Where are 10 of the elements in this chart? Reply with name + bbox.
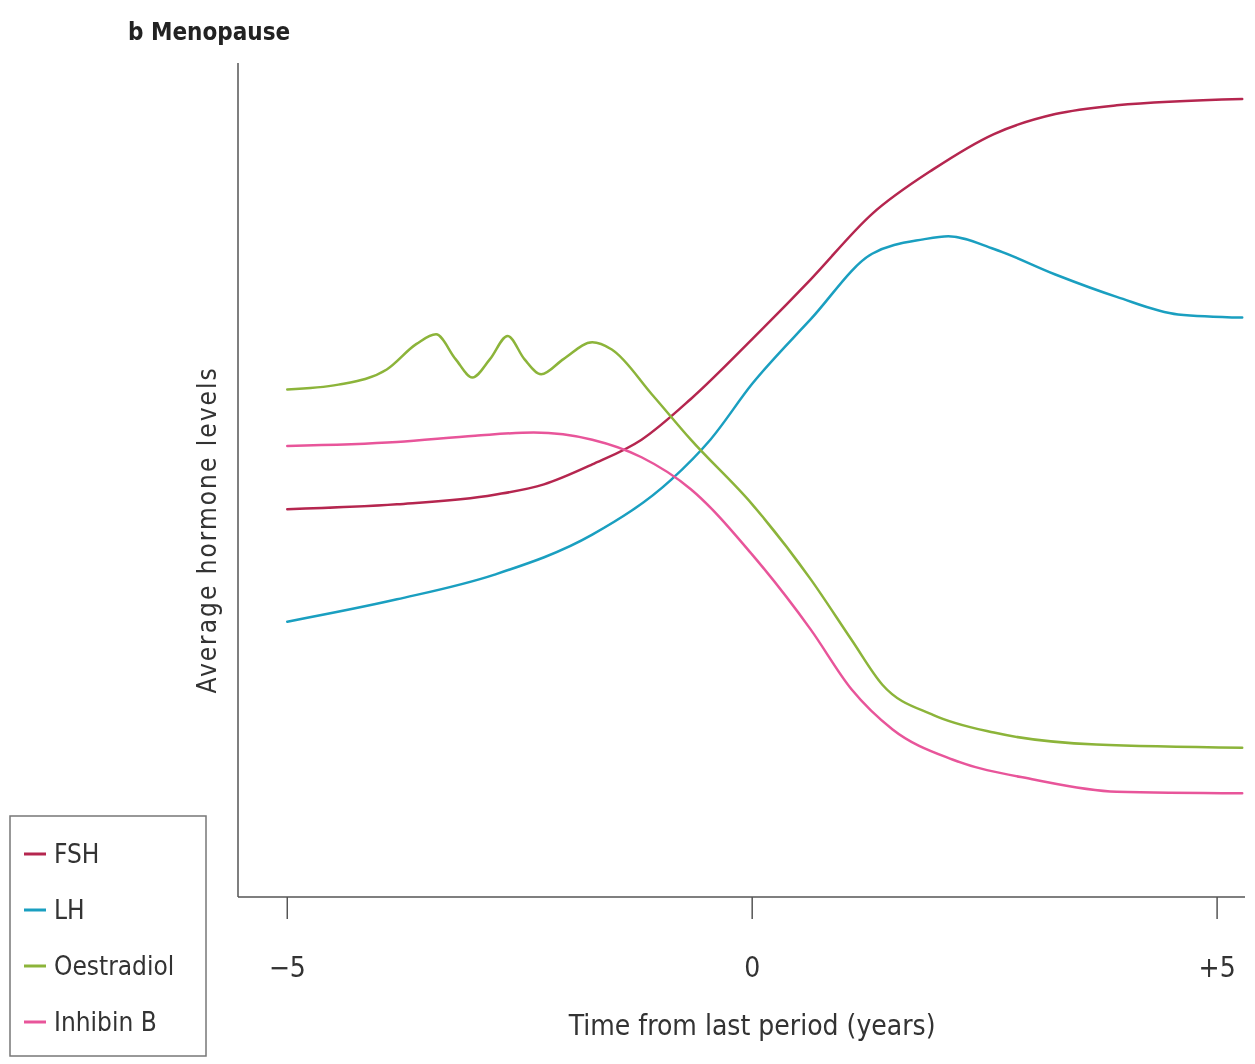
y-axis-title: Average hormone levels bbox=[192, 366, 222, 694]
x-tick-label: 0 bbox=[744, 951, 761, 984]
chart-title: b Menopause bbox=[128, 18, 291, 46]
legend-label: Inhibin B bbox=[54, 1007, 157, 1037]
x-axis-title: Time from last period (years) bbox=[567, 1009, 936, 1042]
x-tick-label: +5 bbox=[1198, 951, 1236, 984]
legend-label: Oestradiol bbox=[54, 951, 175, 981]
legend-label: LH bbox=[54, 895, 85, 925]
x-tick-label: −5 bbox=[268, 951, 306, 984]
legend-label: FSH bbox=[54, 839, 100, 869]
